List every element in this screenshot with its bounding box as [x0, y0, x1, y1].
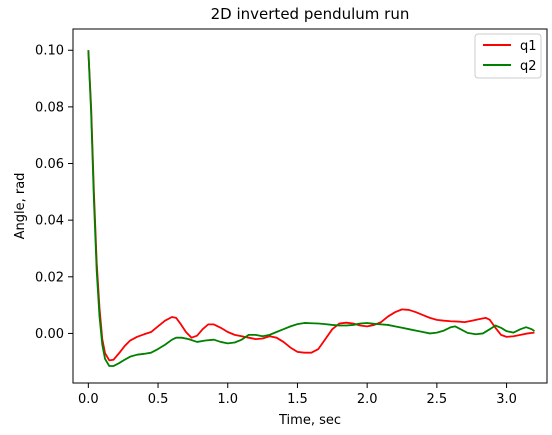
- x-tick-label: 0.5: [148, 392, 169, 407]
- x-axis: 0.0 0.5 1.0 1.5 2.0 2.5 3.0: [78, 383, 517, 407]
- legend: q1 q2: [474, 33, 542, 79]
- y-tick-label: 0.06: [35, 157, 64, 172]
- x-tick-label: 3.0: [496, 392, 517, 407]
- plot-frame: [72, 28, 548, 384]
- series-line-q1: [87, 50, 535, 362]
- plot-area: [87, 50, 535, 367]
- x-tick-label: 1.5: [287, 392, 308, 407]
- y-tick-label: 0.02: [35, 270, 64, 285]
- legend-label-q1: q1: [520, 39, 537, 54]
- y-axis: 0.00 0.02 0.04 0.06 0.08 0.10: [35, 44, 73, 342]
- y-tick-label: 0.10: [35, 44, 64, 59]
- x-axis-label: Time, sec: [278, 413, 341, 428]
- y-tick-label: 0.08: [35, 100, 64, 115]
- y-axis-label: Angle, rad: [13, 173, 28, 240]
- plot-background: [73, 29, 547, 383]
- y-tick-label: 0.00: [35, 327, 64, 342]
- legend-label-q2: q2: [520, 59, 537, 74]
- y-tick-label: 0.04: [35, 214, 64, 229]
- x-tick-label: 2.5: [427, 392, 448, 407]
- chart-title: 2D inverted pendulum run: [211, 5, 410, 23]
- x-tick-label: 1.0: [217, 392, 238, 407]
- x-tick-label: 2.0: [357, 392, 378, 407]
- series-line-q2: [87, 50, 535, 367]
- x-tick-label: 0.0: [78, 392, 99, 407]
